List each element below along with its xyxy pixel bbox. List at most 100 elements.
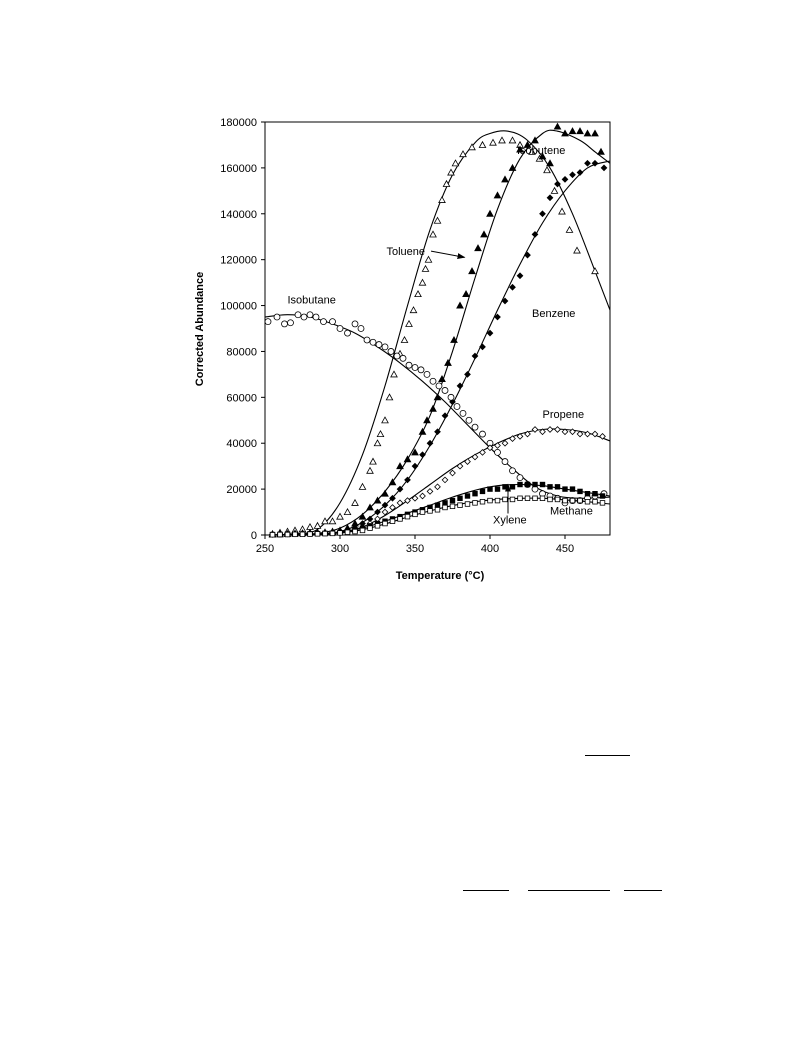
toluene-point	[474, 244, 482, 252]
benzene-point	[524, 251, 531, 259]
benzene-point	[591, 159, 599, 167]
y-tick-label: 20000	[226, 484, 257, 496]
benzene-point	[600, 164, 608, 172]
benzene-markers	[269, 159, 608, 538]
isobutene-point	[421, 264, 430, 272]
propene-point	[569, 428, 576, 436]
isobutane-point	[344, 329, 351, 337]
methane-point	[382, 520, 388, 527]
isobutane-point	[435, 382, 443, 390]
isobutene-point	[373, 439, 382, 447]
isobutane-point	[264, 318, 272, 326]
methane-point	[524, 495, 531, 501]
benzene-point	[464, 371, 471, 378]
isobutane-point	[399, 354, 407, 362]
isobutane-point	[294, 311, 302, 319]
propene-point	[426, 488, 434, 495]
isobutane-point	[357, 325, 365, 332]
toluene-point	[576, 127, 584, 135]
toluene-point	[568, 127, 577, 135]
propene-point	[584, 430, 591, 438]
xylene-point	[449, 497, 456, 504]
isobutene-point	[343, 508, 352, 516]
isobutene-point	[429, 230, 437, 238]
isobutane-fit-curve	[264, 314, 611, 499]
toluene-point	[423, 416, 431, 424]
isobutane-point	[516, 474, 524, 482]
isobutene-fit-curve	[272, 130, 611, 536]
isobutane-point	[281, 320, 288, 328]
x-tick-label: 400	[481, 543, 499, 555]
methane-point	[554, 496, 561, 503]
isobutene-point	[376, 430, 385, 438]
methane-point	[494, 497, 501, 504]
methane-point	[374, 523, 381, 529]
y-tick-label: 60000	[226, 392, 257, 404]
methane-point	[389, 518, 396, 524]
isobutene-point	[508, 136, 517, 144]
isobutane-point	[329, 318, 336, 326]
isobutene-point	[489, 138, 497, 146]
isobutene-point	[418, 278, 427, 286]
benzene-point	[396, 485, 404, 493]
propene-point	[501, 439, 509, 447]
propene-point	[381, 508, 389, 516]
toluene-point	[553, 122, 562, 130]
benzene-point	[426, 439, 434, 447]
plot-border	[264, 121, 611, 536]
propene-point	[464, 458, 471, 465]
benzene-point	[584, 159, 591, 167]
isobutene-point	[381, 416, 389, 424]
methane-point	[592, 499, 598, 505]
methane-point	[584, 499, 591, 505]
isobutene-point	[358, 482, 367, 490]
toluene-point	[429, 404, 437, 412]
methane-point	[322, 530, 328, 537]
toluene-point	[358, 512, 367, 520]
methane-point	[457, 502, 463, 508]
divider-rule	[528, 890, 610, 891]
isobutane-point	[441, 387, 449, 394]
methane-point	[307, 531, 313, 537]
methane-point	[547, 496, 553, 503]
benzene-point	[419, 451, 426, 459]
methane-point	[284, 531, 291, 538]
isobutene-point	[351, 498, 359, 506]
xylene-label: Xylene	[493, 515, 527, 527]
toluene-point	[531, 136, 539, 144]
methane-point	[479, 499, 486, 505]
toluene-point	[411, 448, 419, 456]
isobutene-point	[369, 457, 377, 465]
propene-point	[546, 426, 554, 433]
xylene-point	[434, 502, 441, 508]
toluene-point	[433, 393, 442, 401]
propene-point	[441, 476, 449, 484]
isobutene-point	[498, 136, 506, 144]
toluene-point	[468, 267, 476, 275]
methane-point	[434, 507, 441, 513]
methane-point	[487, 497, 493, 504]
isobutene-point	[447, 168, 455, 176]
benzene-point	[516, 272, 524, 280]
x-axis-title: Temperature (°C)	[396, 570, 485, 582]
isobutene-point	[321, 517, 329, 525]
methane-point	[419, 509, 426, 515]
isobutene-point	[528, 147, 536, 155]
methane-point	[344, 529, 351, 535]
isobutene-point	[468, 143, 476, 151]
toluene-arrow	[430, 250, 466, 260]
propene-markers	[269, 426, 606, 538]
methane-point	[442, 504, 448, 511]
divider-rule	[463, 890, 509, 891]
methane-point	[352, 528, 358, 535]
propene-point	[509, 435, 516, 442]
y-axis-title: Corrected Abundance	[194, 272, 206, 387]
methane-point	[359, 527, 366, 534]
benzene-point	[404, 476, 411, 484]
toluene-point	[450, 335, 458, 343]
methane-markers	[269, 495, 606, 538]
isobutene-point	[424, 255, 433, 263]
isobutene-point	[573, 246, 581, 254]
xylene-point	[494, 486, 501, 492]
propene-point	[404, 497, 411, 504]
